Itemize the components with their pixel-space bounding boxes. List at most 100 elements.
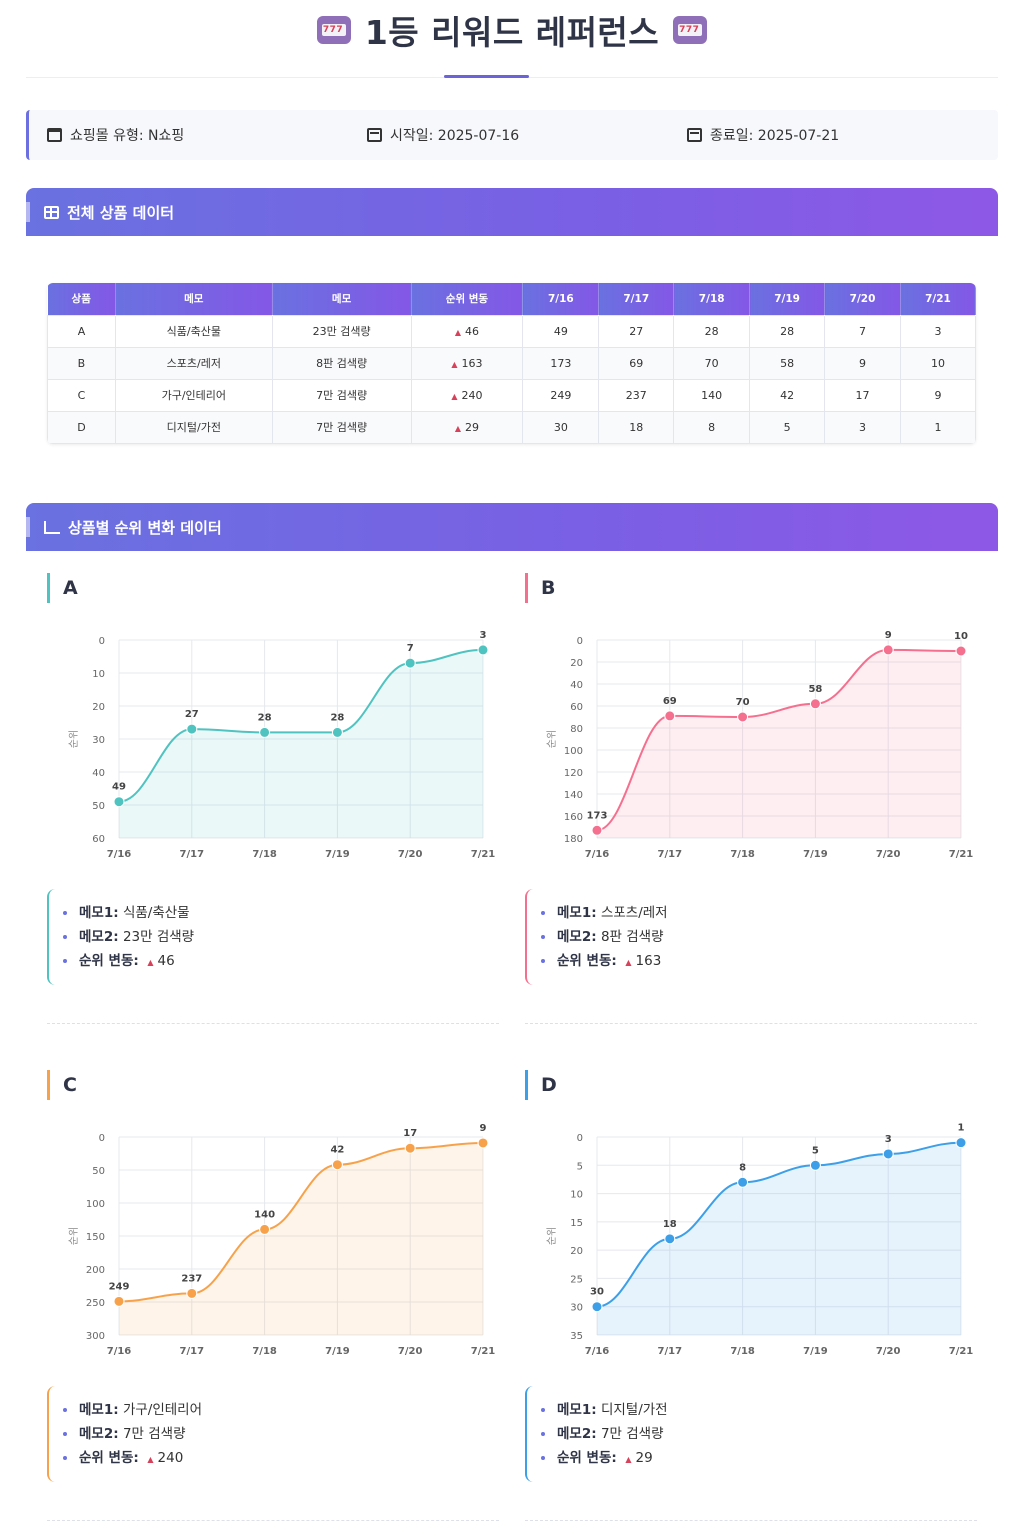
x-tick-label: 7/21 xyxy=(949,849,974,860)
x-tick-label: 7/19 xyxy=(803,849,828,860)
cell-memo1: 디지털/가전 xyxy=(114,410,273,444)
y-tick-label: 35 xyxy=(570,1331,583,1342)
table-row: C 가구/인테리어 7만 검색량 ▲ 240 249 237 140 42 17 … xyxy=(47,378,976,412)
y-tick-label: 100 xyxy=(86,1199,105,1210)
data-label: 28 xyxy=(258,712,272,723)
data-label: 249 xyxy=(109,1281,130,1292)
data-label: 3 xyxy=(480,630,487,641)
memo2-item: 메모2: 8판 검색량 xyxy=(541,927,977,951)
y-tick-label: 160 xyxy=(564,812,583,823)
x-tick-label: 7/21 xyxy=(471,849,496,860)
x-tick-label: 7/19 xyxy=(325,849,350,860)
cell-product: B xyxy=(47,346,116,380)
cell-memo1: 식품/축산물 xyxy=(114,314,273,348)
memo2-label: 메모2: xyxy=(79,929,119,945)
change-label: 순위 변동: xyxy=(79,1450,139,1466)
data-label: 49 xyxy=(112,782,126,793)
y-tick-label: 0 xyxy=(99,636,105,647)
cell-rank: 69 xyxy=(598,346,675,380)
y-tick-label: 10 xyxy=(92,669,105,680)
data-point xyxy=(477,644,489,656)
data-point xyxy=(113,1295,125,1307)
table-icon xyxy=(44,205,59,219)
x-tick-label: 7/17 xyxy=(658,1346,683,1357)
cell-rank: 49 xyxy=(522,314,600,348)
y-tick-label: 150 xyxy=(86,1232,105,1243)
data-point xyxy=(404,1142,416,1154)
page-header: 1등 리워드 레퍼런스 xyxy=(26,0,998,78)
memo2-value: 8판 검색량 xyxy=(600,929,664,945)
data-point xyxy=(882,644,894,656)
data-point xyxy=(664,710,676,722)
y-tick-label: 180 xyxy=(564,834,583,845)
cell-memo2: 8판 검색량 xyxy=(271,346,412,380)
data-point xyxy=(591,824,603,836)
data-label: 69 xyxy=(663,696,677,707)
column-header: 7/19 xyxy=(749,283,826,315)
cell-product: A xyxy=(47,314,116,348)
memo1-label: 메모1: xyxy=(557,905,597,921)
chart-heading: B xyxy=(525,573,555,603)
store-icon xyxy=(47,128,62,142)
cell-rank: 3 xyxy=(899,314,976,348)
y-tick-label: 60 xyxy=(570,702,583,713)
data-label: 17 xyxy=(403,1128,417,1139)
cell-memo1: 스포츠/레저 xyxy=(114,346,273,380)
up-arrow-icon: ▲ xyxy=(454,423,462,433)
y-tick-label: 5 xyxy=(577,1161,583,1172)
up-arrow-icon: ▲ xyxy=(625,958,632,967)
y-axis-label: 순위 xyxy=(545,1227,558,1245)
data-point xyxy=(113,796,125,808)
memo-box: 메모1: 가구/인테리어 메모2: 7만 검색량 순위 변동: ▲ 240 xyxy=(47,1386,499,1482)
y-tick-label: 20 xyxy=(570,1246,583,1257)
cell-rank: 27 xyxy=(598,314,675,348)
chart-heading: D xyxy=(525,1070,557,1100)
data-point xyxy=(955,645,967,657)
slot-machine-icon xyxy=(316,16,351,44)
up-arrow-icon: ▲ xyxy=(451,391,458,401)
y-axis-label: 순위 xyxy=(67,730,80,748)
x-tick-label: 7/18 xyxy=(730,849,755,860)
x-tick-label: 7/20 xyxy=(876,1346,901,1357)
data-point xyxy=(331,726,343,738)
data-label: 30 xyxy=(590,1287,604,1298)
data-label: 42 xyxy=(330,1145,344,1156)
memo1-item: 메모1: 스포츠/레저 xyxy=(541,903,977,927)
cell-rank: 58 xyxy=(749,346,826,380)
section-title: 상품별 순위 변화 데이터 xyxy=(68,518,222,537)
change-item: 순위 변동: ▲ 46 xyxy=(63,951,499,975)
y-tick-label: 300 xyxy=(86,1331,105,1342)
memo-box: 메모1: 스포츠/레저 메모2: 8판 검색량 순위 변동: ▲ 163 xyxy=(525,889,977,985)
end-date-text: 종료일: 2025-07-21 xyxy=(710,128,840,144)
rank-chart: 0 10 20 30 40 50 607/16 7/17 7/18 7/19 7/20 7/21 순위 4… xyxy=(67,630,496,860)
data-point xyxy=(591,1301,603,1313)
section-header-charts: 상품별 순위 변화 데이터 xyxy=(26,503,998,551)
y-tick-label: 250 xyxy=(86,1298,105,1309)
cell-memo1: 가구/인테리어 xyxy=(114,378,273,412)
change-item: 순위 변동: ▲ 240 xyxy=(63,1448,499,1472)
change-value: 46 xyxy=(465,324,480,338)
data-label: 7 xyxy=(407,643,414,654)
slot-machine-icon xyxy=(673,16,708,44)
data-label: 70 xyxy=(736,697,750,708)
x-tick-label: 7/16 xyxy=(107,849,132,860)
cell-rank: 173 xyxy=(522,346,600,380)
x-tick-label: 7/18 xyxy=(730,1346,755,1357)
cell-rank: 3 xyxy=(824,410,901,444)
y-tick-label: 50 xyxy=(92,801,105,812)
chart-heading: C xyxy=(47,1070,77,1100)
y-axis-label: 순위 xyxy=(545,730,558,748)
y-tick-label: 100 xyxy=(564,746,583,757)
cell-memo2: 23만 검색량 xyxy=(271,314,412,348)
chart-heading: A xyxy=(47,573,78,603)
area-fill xyxy=(119,1142,483,1335)
data-label: 237 xyxy=(181,1273,202,1284)
data-point xyxy=(404,657,416,669)
data-point xyxy=(259,726,271,738)
cell-rank: 17 xyxy=(824,378,901,412)
area-fill xyxy=(119,649,483,838)
cell-change: ▲ 163 xyxy=(410,346,524,380)
change-label: 순위 변동: xyxy=(557,1450,617,1466)
x-tick-label: 7/16 xyxy=(585,849,610,860)
